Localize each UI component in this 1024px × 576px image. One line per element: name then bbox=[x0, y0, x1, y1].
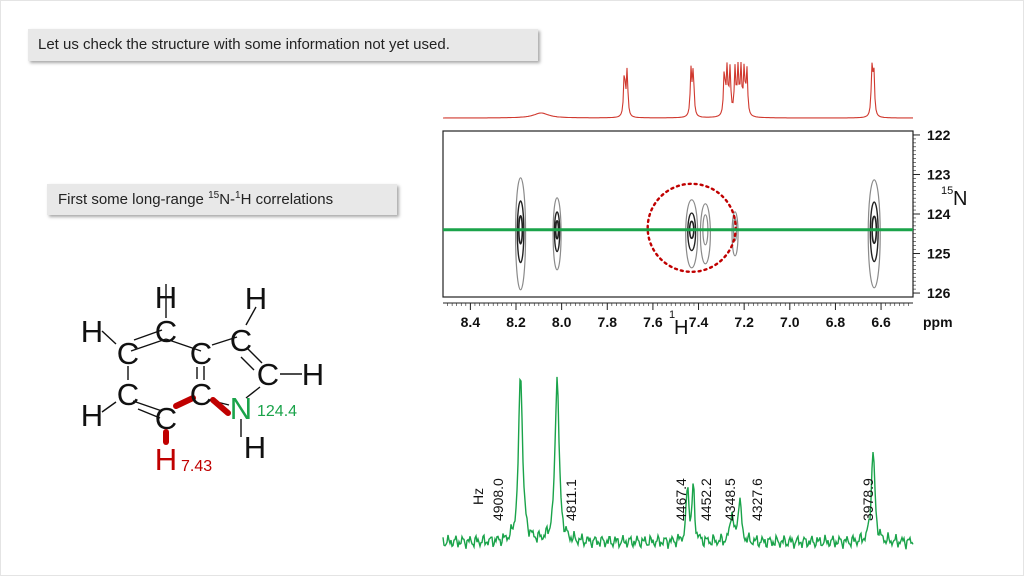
cross-peak-contour bbox=[516, 200, 525, 264]
h-shift-label: 7.43 bbox=[181, 458, 212, 475]
peak-hz-label: 4452.2 bbox=[698, 478, 714, 521]
slice-trace bbox=[442, 376, 914, 550]
x-tick-label: 8.4 bbox=[461, 314, 481, 330]
y-label-symbol: N bbox=[953, 188, 967, 210]
n-shift-label: 124.4 bbox=[257, 403, 297, 420]
cross-peak-contour bbox=[552, 197, 562, 271]
x-label-symbol: H bbox=[674, 317, 688, 339]
peak-hz-label: 4811.1 bbox=[563, 479, 579, 521]
atom-h: H bbox=[81, 398, 103, 433]
n-symbol: N- bbox=[219, 191, 236, 208]
n-isotope: 15 bbox=[208, 190, 220, 201]
peak-hz-label: 3978.9 bbox=[860, 478, 876, 521]
y-tick-label: 124 bbox=[927, 206, 951, 222]
atom-c: C bbox=[230, 323, 252, 358]
x-tick-label: 6.6 bbox=[871, 314, 891, 330]
peak-hz-label: 4327.6 bbox=[749, 478, 765, 521]
atom-c: C bbox=[190, 336, 212, 371]
cross-peak-contour bbox=[685, 199, 699, 269]
atom-h: H bbox=[302, 357, 324, 392]
subtitle-callout: First some long-range 15N-1H correlation… bbox=[47, 184, 397, 215]
highlight-bonds bbox=[163, 395, 231, 445]
x-tick-label: 8.0 bbox=[552, 314, 572, 330]
hmbc-2d-spectrum: 122 123 124 125 126 15 N 8.4 8.2 8.0 7.8 7.6 7.4 7.2 7… bbox=[442, 61, 967, 339]
atom-c: C bbox=[117, 336, 139, 371]
atom-h: H bbox=[81, 314, 103, 349]
cross-peak-contour bbox=[553, 211, 561, 253]
y-tick-label: 122 bbox=[927, 127, 951, 143]
hz-unit-label: Hz bbox=[470, 488, 486, 505]
highlight-circle bbox=[646, 182, 737, 274]
peak-hz-label: 4908.0 bbox=[490, 478, 506, 521]
cross-peak-contour bbox=[699, 203, 711, 265]
subtitle-prefix: First some long-range bbox=[58, 191, 209, 208]
cross-peak-contour bbox=[731, 211, 739, 257]
cross-peak-contour bbox=[514, 177, 527, 291]
title-text: Let us check the structure with some inf… bbox=[38, 36, 450, 53]
atom-h: H bbox=[244, 430, 266, 465]
atom-h: H bbox=[245, 281, 267, 316]
y-tick-label: 125 bbox=[927, 246, 951, 262]
title-callout: Let us check the structure with some inf… bbox=[28, 29, 538, 61]
y-tick-label: 123 bbox=[927, 166, 951, 182]
cross-peak-contour bbox=[687, 212, 697, 252]
x-tick-label: 8.2 bbox=[506, 314, 526, 330]
atom-c: C bbox=[190, 377, 212, 412]
cross-peak-contour bbox=[869, 201, 879, 263]
x-unit-label: ppm bbox=[923, 314, 953, 330]
h-symbol: H correlations bbox=[240, 191, 334, 208]
atom-c: C bbox=[257, 357, 279, 392]
proton-1d-trace bbox=[443, 61, 913, 119]
atom-c: C bbox=[155, 401, 177, 436]
atom-h: H bbox=[155, 280, 177, 315]
plot-frame bbox=[442, 130, 914, 298]
atom-c: C bbox=[155, 314, 177, 349]
x-tick-label: 7.0 bbox=[780, 314, 800, 330]
atom-c: C bbox=[117, 377, 139, 412]
y-tick-label: 126 bbox=[927, 285, 951, 301]
slice-spectrum: 4908.0 4811.1 4467.4 4452.2 4348.5 4327.6 3978… bbox=[442, 376, 914, 550]
peak-hz-label: 4348.5 bbox=[722, 478, 738, 521]
y-label-isotope: 15 bbox=[941, 185, 953, 197]
peak-hz-label: 4467.4 bbox=[673, 478, 689, 521]
x-label-isotope: 1 bbox=[669, 309, 675, 321]
x-tick-label: 7.2 bbox=[734, 314, 754, 330]
x-tick-label: 7.6 bbox=[643, 314, 663, 330]
h-isotope: 1 bbox=[235, 190, 241, 201]
cross-peak-contour bbox=[867, 179, 881, 289]
atom-h: H bbox=[155, 442, 177, 477]
atom-n: N bbox=[230, 391, 252, 426]
x-tick-label: 7.4 bbox=[689, 314, 709, 330]
x-tick-label: 7.8 bbox=[598, 314, 618, 330]
x-tick-label: 6.8 bbox=[826, 314, 846, 330]
